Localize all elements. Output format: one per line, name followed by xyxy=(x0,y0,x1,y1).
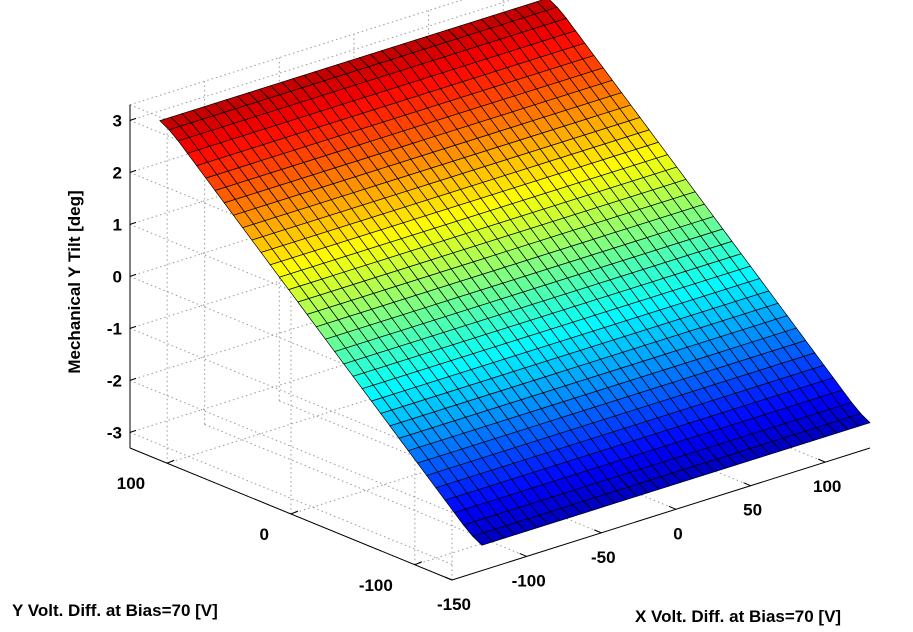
z-tick-mark xyxy=(129,117,137,121)
x-tick-label: -50 xyxy=(591,548,616,567)
grid-line xyxy=(129,431,453,565)
x-tick-label: 100 xyxy=(813,477,841,496)
tick-labels: -3 -2 -1 0 1 2 3 -100 0 100 -150 -100 -50 0 50 100 xyxy=(107,111,842,614)
z-tick-mark xyxy=(129,429,137,433)
x-tick-label: 50 xyxy=(743,501,762,520)
y-tick-label: 100 xyxy=(117,474,145,493)
surface-cell xyxy=(849,413,871,427)
z-tick-label: -2 xyxy=(107,371,122,390)
z-tick-mark xyxy=(129,169,137,173)
z-tick-mark xyxy=(129,221,137,225)
x-tick-label: 0 xyxy=(673,524,682,543)
grid-line xyxy=(129,0,513,121)
axis-line xyxy=(451,447,871,581)
z-tick-label: 3 xyxy=(113,111,122,130)
y-tick-mark xyxy=(414,561,423,566)
z-tick-label: -1 xyxy=(107,319,122,338)
x-tick-label: -150 xyxy=(437,595,471,614)
y-tick-mark xyxy=(290,510,299,515)
y-axis-label: Y Volt. Diff. at Bias=70 [V] xyxy=(12,601,218,620)
x-tick-mark xyxy=(519,552,527,557)
z-axis-label: Mechanical Y Tilt [deg] xyxy=(65,190,84,373)
z-tick-mark xyxy=(129,325,137,329)
x-tick-mark xyxy=(668,505,677,510)
z-tick-label: 2 xyxy=(113,163,122,182)
z-tick-label: 1 xyxy=(113,215,122,234)
z-tick-label: -3 xyxy=(107,423,122,442)
y-tick-label: -100 xyxy=(359,576,393,595)
x-tick-mark xyxy=(444,576,453,581)
x-tick-mark xyxy=(818,458,826,463)
z-tick-mark xyxy=(129,377,137,381)
x-axis-label: X Volt. Diff. at Bias=70 [V] xyxy=(635,607,841,626)
z-tick-mark xyxy=(129,273,137,277)
y-tick-mark xyxy=(166,459,175,464)
x-tick-mark xyxy=(743,482,751,487)
grid-edge xyxy=(129,0,464,106)
surface-mesh xyxy=(159,0,871,546)
x-tick-mark xyxy=(594,529,602,534)
z-tick-label: 0 xyxy=(113,267,122,286)
x-tick-label: -100 xyxy=(512,571,546,590)
y-tick-label: 0 xyxy=(260,525,269,544)
